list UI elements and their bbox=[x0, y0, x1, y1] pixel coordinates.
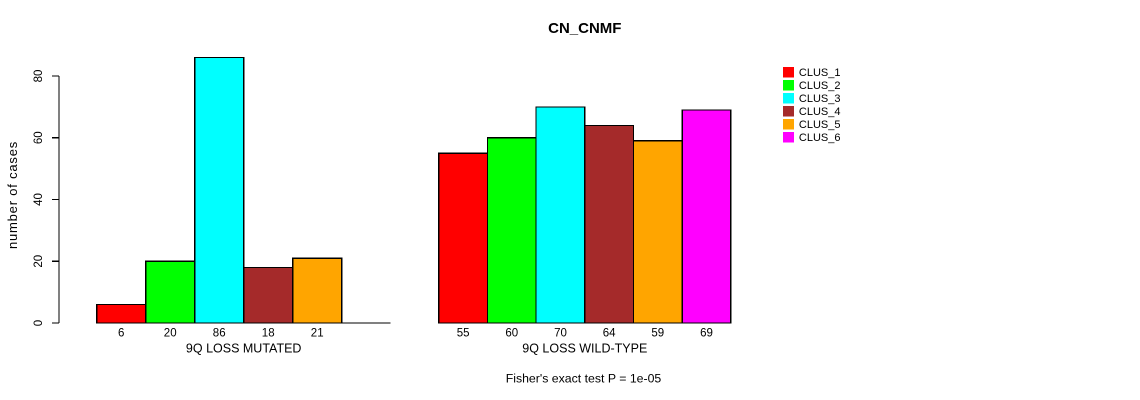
bar-clus_1-panel1 bbox=[96, 303, 147, 324]
bar-clus_4-panel1 bbox=[243, 266, 294, 324]
legend-label-clus_2: CLUS_2 bbox=[799, 80, 841, 92]
y-axis: 0 20 40 60 80 number of cases bbox=[5, 70, 60, 326]
legend-label-clus_5: CLUS_5 bbox=[799, 119, 841, 131]
panel-1: 6 20 86 18 21 9Q LOSS MUTATED bbox=[96, 56, 391, 355]
bar-clus_4-panel2 bbox=[584, 124, 635, 324]
legend-swatch-clus_3 bbox=[783, 92, 794, 104]
bar-clus_2-panel2 bbox=[486, 137, 537, 324]
bar-clus_6-panel2 bbox=[681, 109, 732, 324]
bar-value-label: 64 bbox=[603, 328, 616, 340]
x-axis-title-panel2: 9Q LOSS WILD-TYPE bbox=[522, 341, 647, 355]
x-axis-title-panel1: 9Q LOSS MUTATED bbox=[186, 341, 302, 355]
bar-clus_3-panel2 bbox=[535, 106, 586, 324]
legend-label-clus_4: CLUS_4 bbox=[799, 106, 841, 118]
y-axis-tick-label: 60 bbox=[33, 131, 45, 144]
y-axis-tick-label: 0 bbox=[33, 320, 45, 326]
y-axis-tick-label: 40 bbox=[33, 193, 45, 206]
legend-swatch-clus_6 bbox=[783, 131, 794, 143]
y-axis-tick-label: 20 bbox=[33, 255, 45, 268]
bar-value-label: 20 bbox=[164, 328, 177, 340]
legend-label-clus_1: CLUS_1 bbox=[799, 67, 841, 79]
footnote-fisher-test: Fisher's exact test P = 1e-05 bbox=[506, 372, 662, 386]
bar-value-label: 69 bbox=[700, 328, 713, 340]
bar-value-label: 60 bbox=[505, 328, 518, 340]
y-axis-title: number of cases bbox=[5, 141, 20, 249]
legend-swatch-clus_5 bbox=[783, 118, 794, 130]
y-axis-tick-label: 80 bbox=[33, 70, 45, 83]
legend-label-clus_3: CLUS_3 bbox=[799, 93, 841, 105]
legend-swatch-clus_4 bbox=[783, 105, 794, 117]
bar-value-label: 6 bbox=[118, 328, 124, 340]
bar-clus_2-panel1 bbox=[145, 260, 196, 324]
bar-value-label: 86 bbox=[213, 328, 226, 340]
legend-swatch-clus_1 bbox=[783, 66, 794, 78]
bar-value-label: 55 bbox=[457, 328, 470, 340]
bar-value-label: 59 bbox=[651, 328, 664, 340]
chart-title: CN_CNMF bbox=[548, 20, 621, 37]
bar-clus_5-panel2 bbox=[632, 140, 683, 324]
bar-value-label: 70 bbox=[554, 328, 567, 340]
legend-swatch-clus_2 bbox=[783, 79, 794, 91]
bar-value-label: 18 bbox=[262, 328, 275, 340]
legend-label-clus_6: CLUS_6 bbox=[799, 132, 841, 144]
bar-clus_5-panel1 bbox=[292, 257, 343, 324]
bar-value-label: 21 bbox=[311, 328, 324, 340]
bar-clus_3-panel1 bbox=[194, 56, 245, 324]
panel-2: 55 60 70 64 59 69 9Q LOSS WILD-TYPE bbox=[438, 106, 732, 355]
bar-clus_1-panel2 bbox=[438, 152, 489, 324]
